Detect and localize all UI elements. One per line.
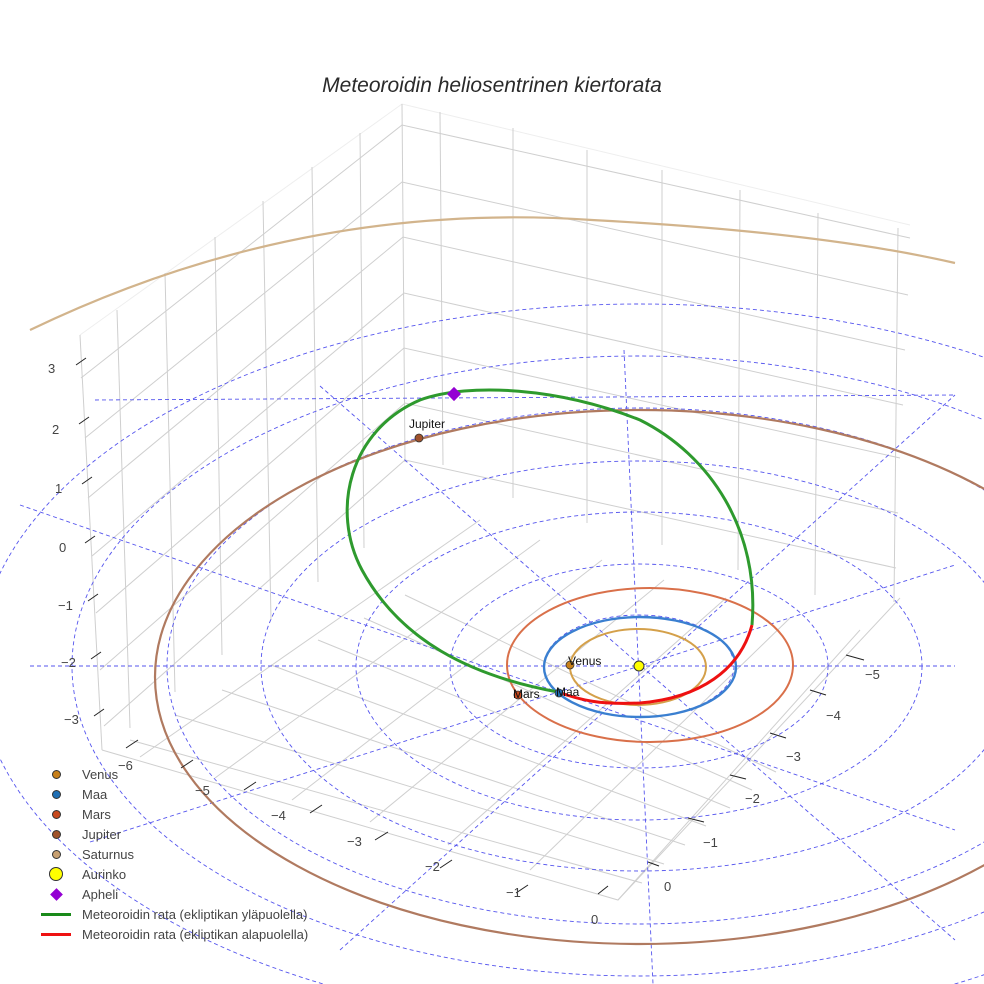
- maa-legend-icon: [51, 789, 61, 799]
- svg-text:−2: −2: [61, 655, 76, 670]
- venus-legend-icon: [51, 769, 61, 779]
- legend-item-maa[interactable]: Maa: [38, 784, 308, 804]
- tick-marks: [75, 357, 865, 895]
- maa-label: Maa: [556, 685, 580, 699]
- diamond-legend-icon: [49, 887, 63, 901]
- legend-item-jupiter[interactable]: Jupiter: [38, 824, 308, 844]
- mars-orbit: [506, 587, 794, 743]
- svg-text:0: 0: [59, 540, 66, 555]
- svg-text:−3: −3: [64, 712, 79, 727]
- z-axis-ticks: 3 2 1 0 −1 −2 −3: [48, 361, 79, 727]
- svg-text:−1: −1: [506, 885, 521, 900]
- svg-text:−4: −4: [826, 708, 841, 723]
- venus-marker[interactable]: [565, 660, 575, 670]
- jupiter-orbit: [154, 408, 984, 946]
- saturnus-orbit: [29, 216, 956, 331]
- jupiter-label: Jupiter: [409, 417, 445, 431]
- svg-text:3: 3: [48, 361, 55, 376]
- green-line-legend-icon: [41, 912, 71, 916]
- legend-item-saturnus[interactable]: Saturnus: [38, 844, 308, 864]
- legend-item-track-above[interactable]: Meteoroidin rata (ekliptikan yläpuolella…: [38, 904, 308, 924]
- x-axis-ticks: −5 −4 −3 −2 −1 0: [664, 667, 880, 894]
- svg-text:−6: −6: [118, 758, 133, 773]
- svg-text:−5: −5: [865, 667, 880, 682]
- sun-legend-icon: [49, 867, 63, 881]
- legend-item-aurinko[interactable]: Aurinko: [38, 864, 308, 884]
- svg-text:0: 0: [591, 912, 598, 927]
- svg-text:−5: −5: [195, 783, 210, 798]
- svg-text:−4: −4: [271, 808, 286, 823]
- aurinko-marker[interactable]: [633, 660, 645, 672]
- venus-label: Venus: [568, 654, 601, 668]
- svg-text:−3: −3: [347, 834, 362, 849]
- svg-text:−2: −2: [745, 791, 760, 806]
- jupiter-marker[interactable]: [414, 433, 424, 443]
- legend: Venus Maa Mars Jupiter Saturnus Aurinko …: [38, 764, 308, 944]
- mars-label: Mars: [513, 687, 540, 701]
- saturnus-legend-icon: [51, 849, 61, 859]
- meteoroid-track-above: [345, 388, 755, 694]
- svg-text:−2: −2: [425, 859, 440, 874]
- ecliptic-reference-grid: [0, 303, 984, 984]
- svg-text:−1: −1: [58, 598, 73, 613]
- mars-legend-icon: [51, 809, 61, 819]
- svg-text:0: 0: [664, 879, 671, 894]
- svg-text:1: 1: [55, 481, 62, 496]
- chart-title: Meteoroidin heliosentrinen kiertorata: [322, 74, 662, 97]
- svg-text:−1: −1: [703, 835, 718, 850]
- svg-text:−3: −3: [786, 749, 801, 764]
- apheli-marker[interactable]: [446, 386, 462, 402]
- red-line-legend-icon: [41, 932, 71, 936]
- legend-item-venus[interactable]: Venus: [38, 764, 308, 784]
- legend-item-mars[interactable]: Mars: [38, 804, 308, 824]
- legend-item-track-below[interactable]: Meteoroidin rata (ekliptikan alapuolella…: [38, 924, 308, 944]
- legend-item-apheli[interactable]: Apheli: [38, 884, 308, 904]
- maa-orbit: [542, 615, 738, 719]
- meteoroid-track-below: [557, 624, 754, 705]
- y-axis-ticks: −6 −5 −4 −3 −2 −1 0: [118, 758, 598, 927]
- jupiter-legend-icon: [51, 829, 61, 839]
- maa-marker[interactable]: [554, 688, 564, 698]
- svg-text:2: 2: [52, 422, 59, 437]
- mars-marker[interactable]: [513, 690, 523, 700]
- box-grid: [79, 103, 911, 901]
